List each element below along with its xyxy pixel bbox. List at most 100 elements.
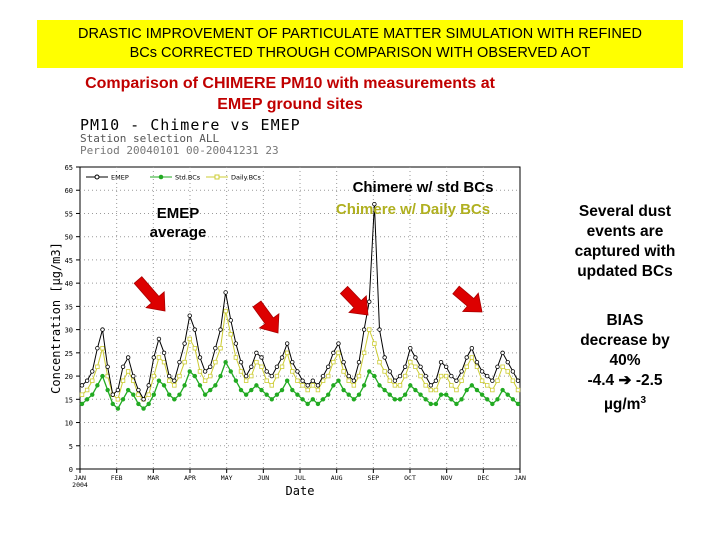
data-point	[259, 364, 264, 369]
data-point	[115, 406, 121, 411]
data-point	[120, 378, 126, 383]
data-point	[243, 373, 249, 379]
data-point	[125, 387, 131, 393]
data-point	[392, 378, 398, 383]
data-point	[100, 345, 105, 351]
data-point	[387, 378, 392, 383]
data-point	[438, 373, 444, 379]
data-point	[443, 364, 449, 369]
data-point	[213, 359, 218, 365]
data-point	[485, 397, 490, 402]
data-point	[269, 373, 274, 379]
x-tick-label: JAN	[74, 474, 86, 482]
x-tick-label: FEB	[111, 474, 123, 482]
series-std-bcs	[79, 359, 521, 411]
data-point	[500, 387, 505, 393]
data-point	[223, 290, 228, 295]
data-point	[166, 373, 172, 379]
bias-line-5: µg/m3	[550, 391, 700, 415]
data-point	[367, 369, 372, 374]
emep-average-label: EMEP average	[128, 204, 228, 242]
series-daily-bcs	[79, 308, 521, 402]
banner-line-2: BCs CORRECTED THROUGH COMPARISON WITH OB…	[129, 45, 591, 61]
data-point	[228, 369, 233, 374]
data-point	[110, 392, 115, 397]
data-point	[367, 299, 372, 304]
data-point	[136, 392, 141, 397]
data-point	[238, 387, 244, 393]
plot-period: Period 20040101 00-20041231 23	[80, 144, 279, 157]
data-point	[346, 373, 351, 379]
data-point	[443, 392, 449, 397]
data-point	[238, 369, 244, 374]
data-point	[228, 332, 233, 337]
data-point	[315, 387, 321, 393]
dust-line-2: events are	[586, 223, 664, 240]
data-point	[295, 378, 300, 383]
data-point	[84, 397, 90, 402]
bias-after: -2.5	[635, 372, 663, 389]
x-tick-label: JUL	[294, 474, 306, 482]
x-tick-label: JUN	[257, 474, 269, 482]
data-point	[326, 364, 331, 369]
data-point	[464, 364, 469, 369]
emep-label-line-1: EMEP	[156, 205, 200, 222]
plot-station: Station selection ALL	[80, 132, 220, 145]
data-point	[310, 378, 316, 383]
data-point	[428, 401, 433, 407]
data-point	[469, 383, 475, 388]
bias-unit-sup: 3	[640, 395, 647, 406]
data-point	[177, 373, 182, 379]
data-point	[120, 397, 126, 402]
data-point	[208, 373, 213, 379]
data-point	[300, 383, 305, 388]
series-emep	[79, 201, 521, 402]
data-point	[243, 378, 249, 383]
data-point	[79, 392, 85, 397]
x-tick-label: SEP	[367, 474, 379, 482]
legend-marker	[214, 174, 220, 180]
data-point	[290, 359, 295, 365]
x-tick-label: OCT	[404, 474, 416, 482]
subtitle-line-2: EMEP ground sites	[217, 96, 363, 113]
data-point	[172, 397, 177, 402]
data-point	[356, 373, 362, 379]
data-point	[449, 373, 454, 379]
data-point	[90, 378, 95, 383]
data-point	[505, 392, 510, 397]
data-point	[95, 364, 100, 369]
data-point	[326, 392, 331, 397]
data-point	[454, 401, 459, 407]
y-tick-label: 40	[65, 280, 73, 288]
data-point	[95, 383, 100, 388]
data-point	[413, 387, 418, 393]
legend-label: Std.BCs	[175, 174, 201, 182]
data-point	[402, 364, 408, 369]
data-point	[187, 336, 192, 342]
data-point	[151, 355, 157, 360]
data-point	[274, 373, 280, 379]
data-point	[495, 378, 500, 383]
data-point	[279, 364, 285, 369]
red-arrow-icon	[339, 285, 369, 316]
y-tick-label: 60	[65, 187, 73, 195]
data-point	[243, 392, 249, 397]
data-point	[397, 383, 403, 388]
data-point	[95, 346, 100, 351]
bias-line-3: 40%	[609, 352, 641, 369]
data-point	[213, 383, 218, 388]
bias-line-2: decrease by	[580, 332, 670, 349]
data-point	[177, 359, 182, 365]
data-point	[408, 346, 413, 351]
data-point	[454, 387, 459, 393]
data-point	[136, 387, 141, 393]
data-point	[351, 397, 357, 402]
data-point	[331, 350, 336, 356]
data-point	[310, 397, 316, 402]
data-point	[485, 373, 490, 379]
data-point	[505, 369, 510, 374]
data-point	[110, 401, 115, 407]
data-point	[351, 383, 357, 388]
arrow-annotations	[133, 276, 483, 334]
data-point	[443, 373, 449, 379]
